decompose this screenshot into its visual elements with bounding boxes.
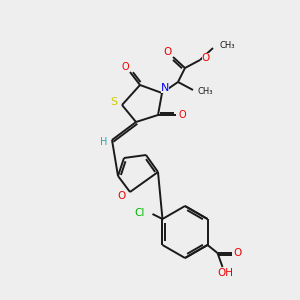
Text: CH₃: CH₃ xyxy=(219,41,235,50)
Text: O: O xyxy=(164,47,172,57)
Text: S: S xyxy=(110,97,118,107)
Text: Cl: Cl xyxy=(134,208,145,218)
Text: O: O xyxy=(121,62,129,72)
Text: O: O xyxy=(233,248,242,258)
Text: O: O xyxy=(202,53,210,63)
Text: OH: OH xyxy=(218,268,233,278)
Text: H: H xyxy=(100,137,108,147)
Text: O: O xyxy=(118,191,126,201)
Text: O: O xyxy=(178,110,186,120)
Text: CH₃: CH₃ xyxy=(198,86,214,95)
Text: N: N xyxy=(161,83,169,93)
